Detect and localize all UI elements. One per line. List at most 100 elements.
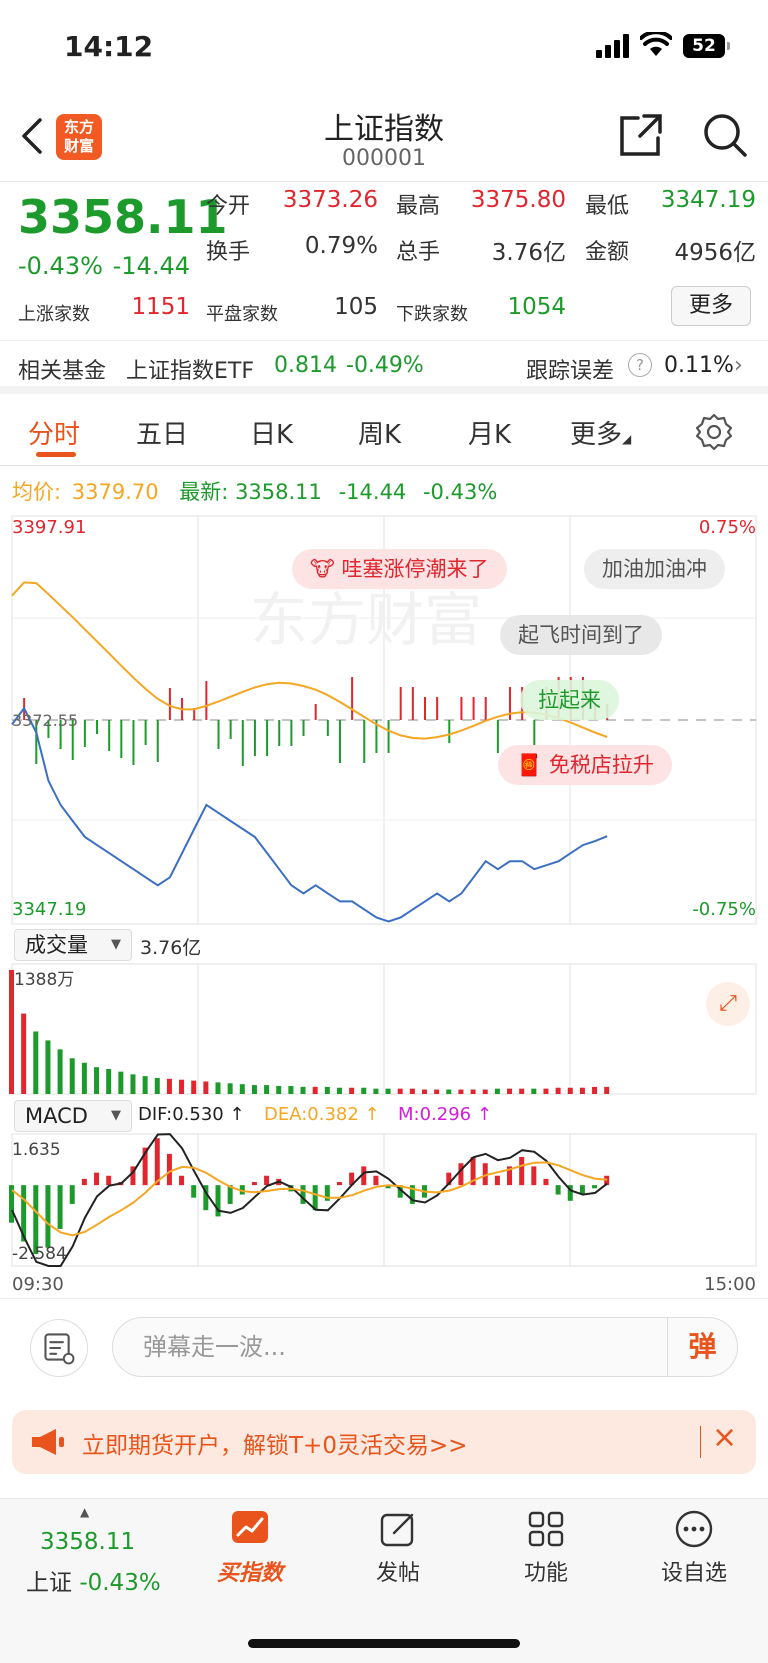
danmu-send-button[interactable]: 弹 — [667, 1318, 737, 1376]
macd-bar — [519, 1156, 525, 1186]
nav-post[interactable]: 发帖 — [338, 1509, 458, 1587]
share-icon[interactable] — [618, 112, 664, 158]
volume-bar — [361, 1087, 367, 1094]
related-fund-row[interactable]: 相关基金 上证指数ETF 0.814 -0.49% 跟踪误差 ? 0.11% › — [0, 340, 768, 394]
danmu-settings-icon[interactable] — [30, 1319, 88, 1377]
volume-bar — [300, 1086, 306, 1094]
up-count: 1151 — [131, 294, 190, 320]
tab-week-k[interactable]: 周K — [358, 420, 402, 450]
megaphone-icon — [32, 1429, 64, 1455]
macd-bar — [106, 1175, 112, 1186]
caret-up-icon: ▲ — [80, 1505, 90, 1519]
stock-code: 000001 — [342, 146, 426, 171]
macd-bar — [543, 1178, 549, 1186]
volume-bar — [579, 1087, 585, 1094]
volume-bar — [397, 1088, 403, 1094]
volume-total: 3.76亿 — [140, 937, 202, 959]
edit-icon — [380, 1513, 414, 1547]
track-error-value: 0.11% — [664, 353, 734, 378]
low-label: 最低 — [585, 194, 630, 219]
tab-month-k[interactable]: 月K — [468, 420, 512, 450]
up-count-label: 上涨家数 — [18, 304, 90, 325]
nav-add-watchlist[interactable]: 设自选 — [634, 1509, 754, 1587]
macd-bar — [179, 1175, 185, 1186]
close-icon[interactable]: × — [712, 1420, 738, 1455]
volume-bar — [106, 1068, 112, 1094]
search-icon[interactable] — [702, 112, 748, 158]
avg-label: 均价: — [12, 480, 62, 504]
danmu-bubble: 拉起来 — [520, 680, 619, 720]
nav-buy-index[interactable]: 买指数 — [190, 1509, 310, 1587]
tab-more[interactable]: 更多◢ — [570, 420, 632, 450]
macd-bar — [324, 1185, 330, 1201]
macd-m: M:0.296 ↑ — [398, 1104, 492, 1125]
tab-five-day[interactable]: 五日 — [136, 420, 189, 450]
chevron-down-icon: ▼ — [111, 937, 121, 952]
volume-bar — [349, 1087, 355, 1094]
macd-bar — [312, 1185, 318, 1211]
macd-indicator-select[interactable]: MACD ▼ — [14, 1100, 132, 1132]
macd-bar — [579, 1185, 585, 1195]
volume-bar — [251, 1085, 257, 1094]
latest-pct: -0.43% — [422, 480, 498, 504]
macd-bottom-label: -2.584 — [12, 1244, 67, 1264]
danmu-bubble: 起飞时间到了 — [500, 615, 662, 655]
macd-dea: DEA:0.382 ↑ — [264, 1104, 380, 1125]
status-time: 14:12 — [64, 30, 154, 63]
page-title: 上证指数 — [324, 112, 444, 147]
open-label: 今开 — [206, 194, 251, 219]
latest-price: 3358.11 — [18, 190, 228, 244]
volume-bar — [409, 1088, 415, 1094]
gear-icon[interactable] — [694, 412, 734, 452]
macd-bar — [203, 1185, 209, 1211]
volume-bar — [69, 1058, 75, 1094]
app-header: 上证指数 000001 东方 财富 — [0, 96, 768, 182]
volume-bar — [9, 970, 14, 1094]
macd-bar — [251, 1182, 257, 1186]
macd-dif: DIF:0.530 ↑ — [138, 1104, 245, 1125]
volume-bar — [81, 1062, 87, 1094]
danmu-input[interactable]: 弹幕走一波... 弹 — [112, 1317, 738, 1377]
macd-bar — [166, 1153, 172, 1186]
volume-max-label: 1388万 — [14, 970, 74, 990]
macd-bar — [494, 1175, 500, 1186]
volume-bar — [373, 1088, 379, 1094]
intraday-chart[interactable]: 东方财富 3397.91 0.75% 3372.55 3347.19 -0.75… — [0, 0, 768, 1300]
macd-bar — [409, 1185, 415, 1204]
volume-bar — [45, 1040, 51, 1094]
home-indicator — [248, 1639, 520, 1648]
open-value: 3373.26 — [282, 187, 378, 213]
index-price: 3358.11 — [40, 1529, 136, 1555]
volume-bar — [239, 1084, 245, 1094]
back-icon[interactable] — [16, 114, 50, 158]
volume-bar — [385, 1088, 391, 1094]
latest-label: 最新: — [179, 480, 229, 504]
macd-bar — [458, 1163, 464, 1186]
macd-bar — [385, 1185, 391, 1189]
expand-icon[interactable]: ⤢ — [706, 982, 750, 1026]
macd-bar — [361, 1166, 367, 1186]
volume-bar — [567, 1087, 573, 1094]
tab-intraday[interactable]: 分时 — [28, 420, 81, 450]
more-button[interactable]: 更多 — [671, 286, 751, 326]
volume-bar — [118, 1071, 124, 1094]
index-summary[interactable]: 上证 -0.43% — [26, 1570, 161, 1596]
volume-bar — [57, 1049, 63, 1094]
macd-top-label: 1.635 — [12, 1140, 61, 1160]
volume-indicator-select[interactable]: 成交量 ▼ — [14, 929, 132, 961]
amount-value: 4956亿 — [674, 240, 756, 266]
macd-bar — [57, 1185, 63, 1229]
macd-bar — [191, 1185, 197, 1198]
macd-bar — [507, 1166, 513, 1186]
tab-day-k[interactable]: 日K — [250, 420, 294, 450]
macd-bar — [373, 1175, 379, 1186]
help-icon[interactable]: ? — [628, 353, 652, 377]
down-count: 1054 — [507, 294, 566, 320]
volume-bar — [470, 1089, 476, 1094]
macd-bar — [154, 1138, 160, 1186]
nav-functions[interactable]: 功能 — [486, 1509, 606, 1587]
volume-bar — [519, 1088, 525, 1094]
down-count-label: 下跌家数 — [396, 304, 468, 325]
volume-bar — [592, 1086, 598, 1094]
promo-banner[interactable]: 立即期货开户，解锁T+0灵活交易>> × — [12, 1410, 756, 1474]
